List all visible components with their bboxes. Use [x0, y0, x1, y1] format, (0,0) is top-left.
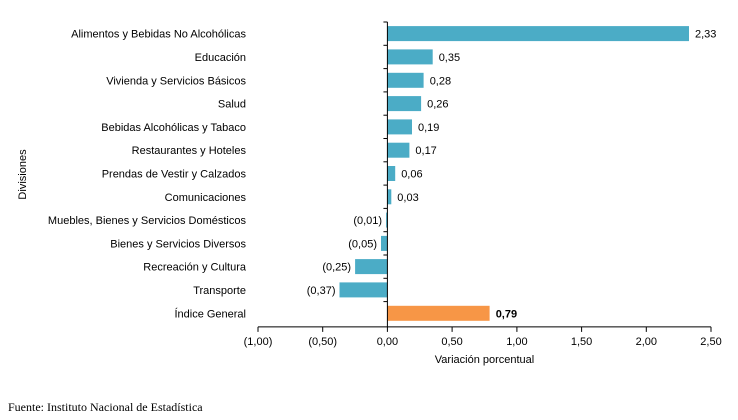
category-label: Restaurantes y Hoteles: [132, 145, 247, 157]
bar: [387, 49, 433, 65]
data-label: (0,37): [307, 285, 336, 297]
horizontal-bar-chart: Divisiones Variación porcentual Alimento…: [17, 21, 722, 366]
bar: [381, 235, 388, 251]
category-label: Recreación y Cultura: [143, 262, 247, 274]
bar: [387, 72, 424, 88]
x-tick-label: 0,50: [441, 336, 462, 348]
y-axis-title: Divisiones: [17, 149, 29, 200]
data-label: 0,35: [439, 52, 460, 64]
x-tick-label: 2,00: [636, 336, 657, 348]
x-tick-label: 2,50: [700, 336, 721, 348]
data-label: 0,19: [418, 122, 439, 134]
bar: [387, 26, 689, 42]
category-label: Índice General: [174, 307, 246, 320]
data-label: 0,17: [415, 145, 436, 157]
data-label: (0,01): [353, 215, 382, 227]
x-tick-label: 1,50: [571, 336, 592, 348]
category-label: Educación: [195, 52, 246, 64]
bar: [387, 142, 410, 158]
bar: [387, 166, 396, 181]
category-label: Bienes y Servicios Diversos: [110, 238, 246, 250]
x-tick-label: 0,00: [377, 336, 398, 348]
x-axis-title: Variación porcentual: [435, 354, 534, 366]
category-label: Transporte: [193, 285, 246, 297]
category-label: Alimentos y Bebidas No Alcohólicas: [71, 29, 246, 41]
category-label: Muebles, Bienes y Servicios Domésticos: [48, 215, 247, 227]
category-label: Salud: [218, 99, 246, 111]
bar: [339, 282, 388, 298]
category-label: Bebidas Alcohólicas y Tabaco: [101, 122, 246, 134]
x-tick-label: 1,00: [506, 336, 527, 348]
category-label: Comunicaciones: [165, 192, 247, 204]
bar: [387, 96, 422, 112]
data-label: 0,28: [430, 75, 451, 87]
bar: [387, 305, 490, 321]
data-label: (0,05): [348, 238, 377, 250]
bar: [387, 189, 392, 205]
category-label: Vivienda y Servicios Básicos: [106, 75, 246, 87]
source-note: Fuente: Instituto Nacional de Estadístic…: [8, 400, 203, 414]
bar: [387, 119, 412, 135]
bar: [355, 259, 388, 275]
x-tick-label: (1,00): [244, 336, 273, 348]
data-label: (0,25): [322, 262, 351, 274]
data-label: 0,79: [496, 308, 517, 320]
data-label: 0,03: [397, 192, 418, 204]
x-tick-label: (0,50): [308, 336, 337, 348]
data-label: 0,06: [401, 169, 422, 181]
category-label: Prendas de Vestir y Calzados: [102, 169, 247, 181]
bar: [386, 212, 388, 228]
data-label: 2,33: [695, 29, 716, 41]
plot-area: Alimentos y Bebidas No Alcohólicas 2,33 Ed…: [48, 21, 722, 348]
data-label: 0,26: [427, 99, 448, 111]
